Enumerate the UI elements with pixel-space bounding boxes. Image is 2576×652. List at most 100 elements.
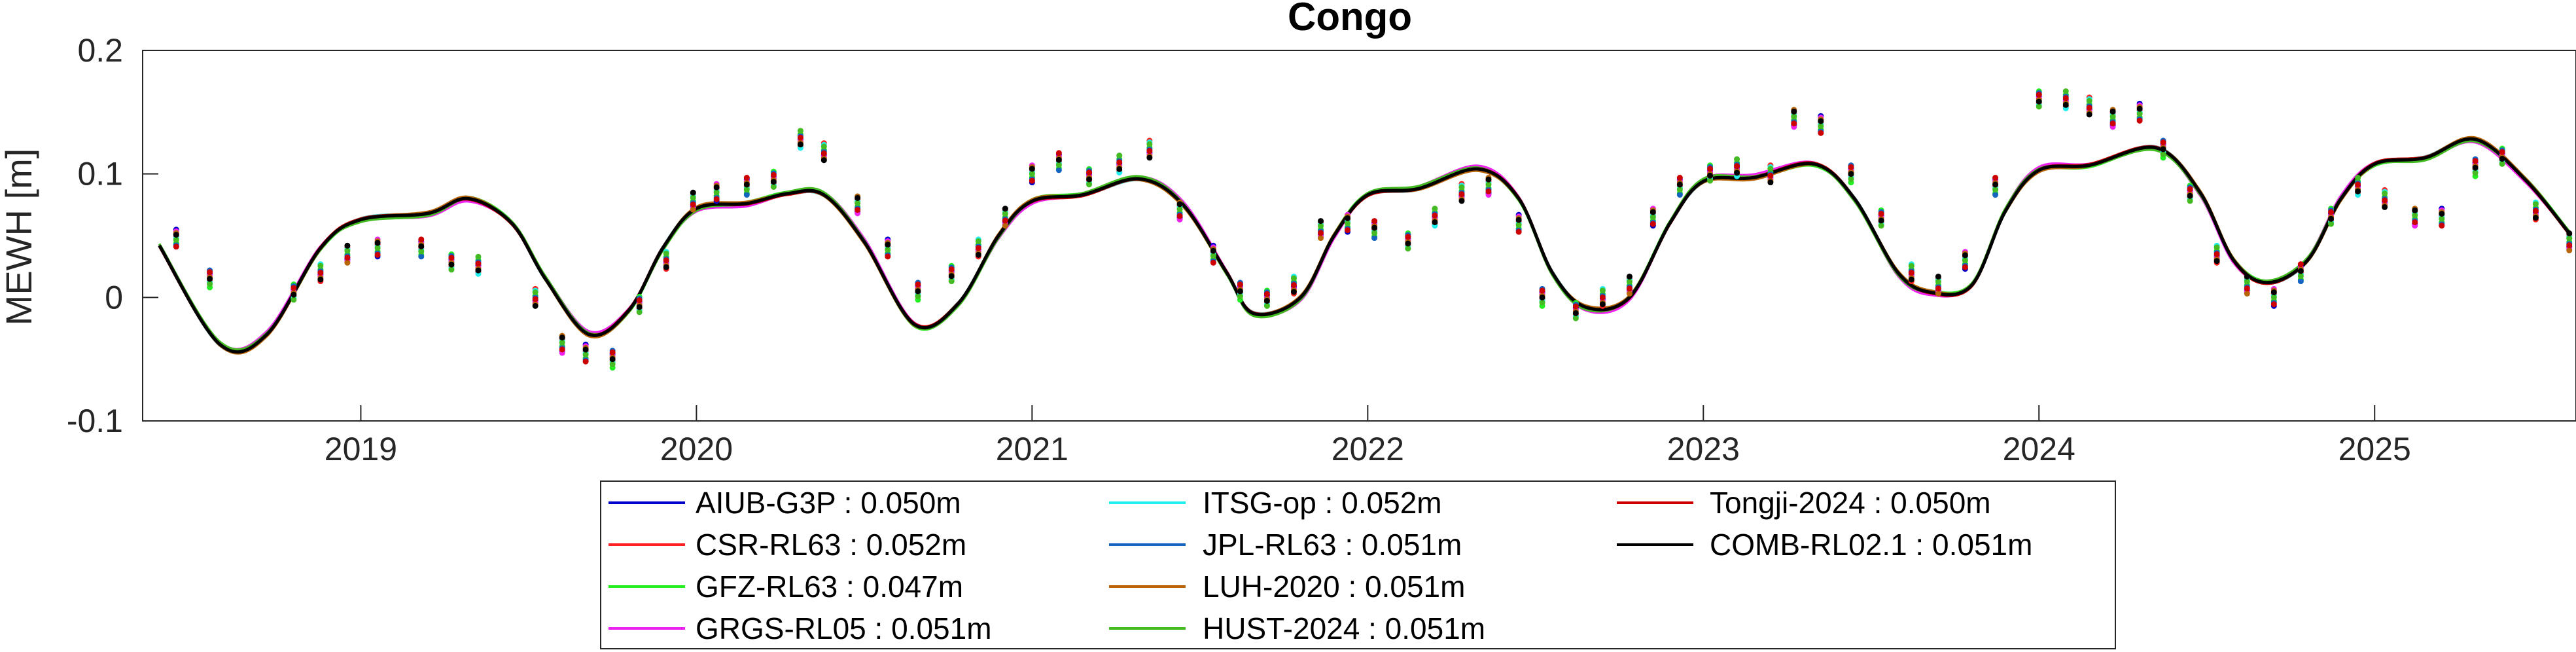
data-point <box>2109 108 2116 115</box>
data-point <box>915 281 921 287</box>
monthly-solution-dots <box>173 88 2573 371</box>
data-point <box>1992 175 1999 181</box>
data-point <box>797 141 803 148</box>
data-point <box>2382 204 2388 210</box>
data-point <box>770 172 777 178</box>
data-point <box>609 356 616 363</box>
data-point <box>1791 120 1797 127</box>
x-tick-label: 2020 <box>660 431 733 467</box>
data-point <box>1818 130 1824 136</box>
data-point <box>797 128 803 134</box>
data-point <box>2532 208 2539 214</box>
series-line-tongji-2024 <box>158 137 2571 353</box>
data-point <box>1818 123 1824 130</box>
data-point <box>1318 230 1324 236</box>
y-tick-label: 0.2 <box>77 32 123 69</box>
data-point <box>1818 118 1824 124</box>
data-point <box>1515 217 1522 223</box>
data-point <box>1405 245 1411 252</box>
data-point <box>1458 184 1465 190</box>
x-tick-label: 2024 <box>2003 431 2075 467</box>
data-point <box>2566 235 2573 242</box>
data-point <box>207 276 213 282</box>
data-point <box>1176 213 1183 219</box>
data-point <box>713 196 720 202</box>
data-point <box>1650 209 1656 215</box>
data-point <box>885 246 891 253</box>
data-point <box>1908 276 1914 283</box>
data-point <box>2136 111 2143 117</box>
data-point <box>636 309 643 316</box>
data-point <box>770 184 777 190</box>
data-point <box>713 184 720 190</box>
data-point <box>690 201 696 208</box>
data-point <box>2499 149 2505 155</box>
data-point <box>1485 176 1492 183</box>
data-point <box>1734 163 1740 170</box>
data-point <box>1992 181 1999 188</box>
data-point <box>609 349 616 355</box>
data-point <box>1345 215 1351 221</box>
data-point <box>559 339 565 346</box>
data-point <box>1626 290 1632 297</box>
data-point <box>291 285 297 291</box>
data-point <box>1345 220 1351 226</box>
data-point <box>1237 293 1243 300</box>
data-point <box>855 200 861 206</box>
data-point <box>1734 170 1740 176</box>
y-tick-label: 0.1 <box>77 156 123 192</box>
data-point <box>1263 302 1270 309</box>
data-point <box>2244 278 2250 285</box>
data-point <box>2270 294 2277 300</box>
axis-frame <box>142 50 2576 422</box>
data-point <box>690 194 696 201</box>
data-point <box>2214 244 2220 251</box>
data-point <box>1599 294 1606 300</box>
data-point <box>2297 268 2304 274</box>
data-point <box>2062 95 2069 101</box>
data-point <box>1485 181 1492 188</box>
series-line-luh-2020 <box>158 136 2571 355</box>
data-point <box>1485 188 1492 194</box>
data-point <box>1626 278 1632 285</box>
data-point <box>1263 291 1270 297</box>
data-point <box>1962 252 1968 259</box>
data-point <box>1318 218 1324 225</box>
data-point <box>1116 166 1123 172</box>
data-point <box>317 270 324 276</box>
data-point <box>2214 258 2220 264</box>
data-point <box>532 289 538 296</box>
data-point <box>1290 275 1297 281</box>
data-point <box>1371 225 1378 231</box>
data-point <box>2244 290 2250 297</box>
data-point <box>1210 247 1216 254</box>
data-point <box>291 297 297 303</box>
data-point <box>690 206 696 213</box>
data-point <box>663 257 669 264</box>
data-point <box>317 276 324 283</box>
data-point <box>1290 281 1297 288</box>
data-point <box>1515 228 1522 235</box>
data-point <box>1676 181 1683 188</box>
data-point <box>1116 153 1123 159</box>
data-point <box>1539 287 1545 294</box>
data-point <box>1676 187 1683 193</box>
legend-box <box>600 480 2116 649</box>
data-point <box>1707 166 1714 172</box>
series-line-aiub-g3p <box>158 137 2571 353</box>
data-point <box>1029 177 1035 184</box>
y-axis-label: MEWH [m] <box>0 149 39 326</box>
data-point <box>743 187 750 193</box>
legend: AIUB-G3P : 0.050m CSR-RL63 : 0.052m GFZ-RL… <box>600 480 2116 649</box>
data-point <box>173 232 179 238</box>
data-point <box>559 335 565 341</box>
legend-entry: LUH-2020 : 0.051m <box>1203 570 1465 604</box>
x-tick-label: 2019 <box>325 431 397 467</box>
series-curves <box>158 136 2571 355</box>
data-point <box>1002 217 1008 224</box>
data-point <box>1029 166 1035 172</box>
data-point <box>1432 219 1438 225</box>
data-point <box>1176 206 1183 213</box>
data-point <box>1432 212 1438 219</box>
